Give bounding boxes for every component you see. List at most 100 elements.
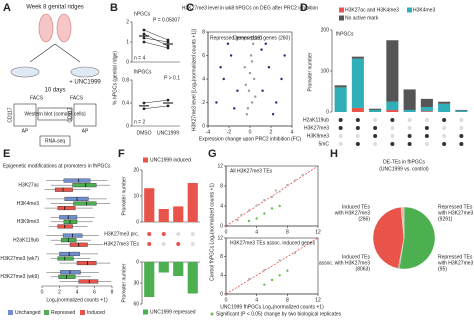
matrix-dot (176, 232, 181, 236)
point (142, 32, 146, 36)
title-swatch (143, 157, 148, 163)
point (253, 77, 256, 81)
panel-label: H (330, 148, 338, 160)
point (248, 71, 252, 75)
panel-label: C (186, 2, 194, 14)
pie-slice (399, 206, 436, 270)
matrix-dot (424, 126, 429, 130)
bar (158, 262, 169, 273)
ridge (56, 13, 72, 43)
matrix-dot (407, 134, 412, 138)
matrix-dot (147, 232, 152, 236)
bar (144, 188, 155, 222)
matrix-dot (459, 126, 464, 130)
point (244, 83, 247, 87)
y-tick-label: 30 (133, 280, 139, 286)
point (286, 269, 289, 272)
slice-label: with H3K27me3 (335, 210, 371, 216)
x-tick-label: 8 (286, 297, 289, 303)
y-axis-label: Control fhPGCs Log₂(normalized counts +1… (209, 183, 215, 281)
n-label: n = 4 (134, 55, 145, 61)
matrix-row-label: H3K27me3 TEs (104, 241, 140, 247)
y-axis-label: % hPGCs (genital ridge) (112, 51, 118, 105)
marker: CD117 (7, 107, 13, 122)
dish (70, 66, 100, 78)
x-tick-label: 12 (315, 297, 321, 303)
point (286, 183, 289, 187)
legend-label: H3K27ac and H3K4me3 (345, 7, 399, 13)
legend-swatch (407, 7, 412, 13)
point (278, 259, 281, 262)
marker: CD117 (67, 107, 73, 122)
annotation: P > 0.1 (164, 75, 180, 81)
panel-title: fhPGCs (134, 69, 152, 75)
x-tick-label: 0 (225, 297, 228, 303)
matrix-dot (390, 118, 395, 122)
bar-segment (403, 89, 416, 110)
y-tick-label: 6 (202, 53, 205, 59)
pair-line (143, 41, 169, 49)
y-tick-label: 8 (220, 254, 223, 260)
x-tick-label: 12 (315, 229, 321, 235)
bar-segment (438, 103, 451, 112)
x-tick-label: 4 (291, 129, 294, 135)
point (293, 251, 297, 255)
x-axis-label: UNC1999 fhPGCs Log₂(normalized counts +1… (220, 304, 324, 310)
panel-title: UNC1999 induced (150, 157, 191, 163)
point (142, 36, 146, 40)
y-axis-label: Promoter number (121, 263, 127, 302)
x-tick-label: 8 (111, 289, 114, 295)
panel-label: F (118, 148, 125, 160)
x-tick-label: 0 (225, 229, 228, 235)
annotation: Derepressed genes (260) (233, 35, 290, 41)
matrix-dot (390, 134, 395, 138)
slice-label: Induced TEs (342, 204, 370, 210)
matrix-dot (190, 242, 195, 246)
bar-segment (420, 107, 433, 112)
point (226, 42, 230, 45)
point (270, 278, 274, 282)
y-tick-label: H3K27ac (18, 182, 39, 188)
legend-label: Repressed (51, 310, 75, 316)
point (245, 113, 249, 116)
point (278, 274, 281, 277)
arrow (29, 43, 81, 63)
facs-plot (13, 103, 37, 127)
y-tick-label: 8 (202, 29, 205, 35)
point (229, 54, 233, 57)
point (166, 46, 170, 50)
point (247, 209, 251, 212)
ridge (38, 13, 54, 43)
assay-box (39, 135, 71, 147)
matrix-dot (424, 142, 429, 146)
y-tick-label: 1 (126, 39, 129, 45)
marker: AP (22, 128, 29, 134)
box (60, 270, 81, 275)
pie-slice (400, 206, 405, 239)
annotation: P = 0.05007 (153, 17, 180, 23)
matrix-dot (176, 242, 181, 246)
matrix-dot (338, 134, 343, 138)
matrix-dot (407, 142, 412, 146)
point (263, 198, 266, 202)
point (255, 204, 258, 207)
pair-line (143, 105, 169, 109)
point (261, 89, 264, 92)
matrix-row-label: H3K9me3 (307, 133, 329, 139)
bar-segment (351, 56, 364, 59)
bar-segment (386, 101, 399, 110)
bar-segment (369, 108, 382, 110)
legend-swatch (339, 7, 344, 13)
matrix-row-label: 5mC (318, 141, 329, 147)
bar (158, 209, 169, 222)
x-tick-label: 2 (58, 289, 61, 295)
point (243, 66, 246, 69)
point (247, 219, 251, 223)
matrix-dot (459, 134, 464, 138)
matrix-dot (355, 134, 360, 138)
matrix-dot (147, 242, 152, 246)
point (240, 213, 243, 217)
point (271, 113, 275, 116)
